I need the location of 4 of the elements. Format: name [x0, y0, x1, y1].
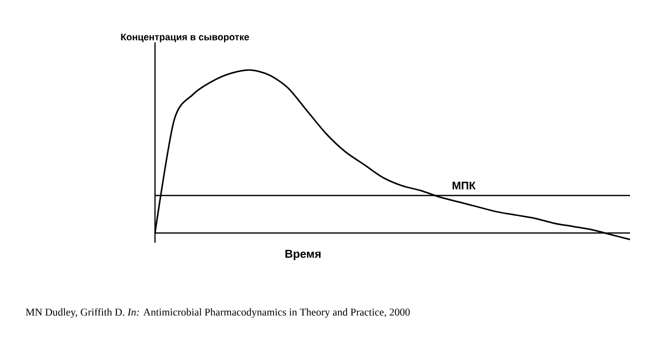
ref-line-label: МПК: [452, 182, 476, 190]
y-axis-title: Концентрация в сыворотке: [121, 34, 249, 42]
text: MN Dudley, Griffith D. In: Antimicrobial Pharmacodynamics in Theory and Practice, 2000: [26, 308, 410, 318]
x-axis-title: Время: [285, 250, 321, 260]
